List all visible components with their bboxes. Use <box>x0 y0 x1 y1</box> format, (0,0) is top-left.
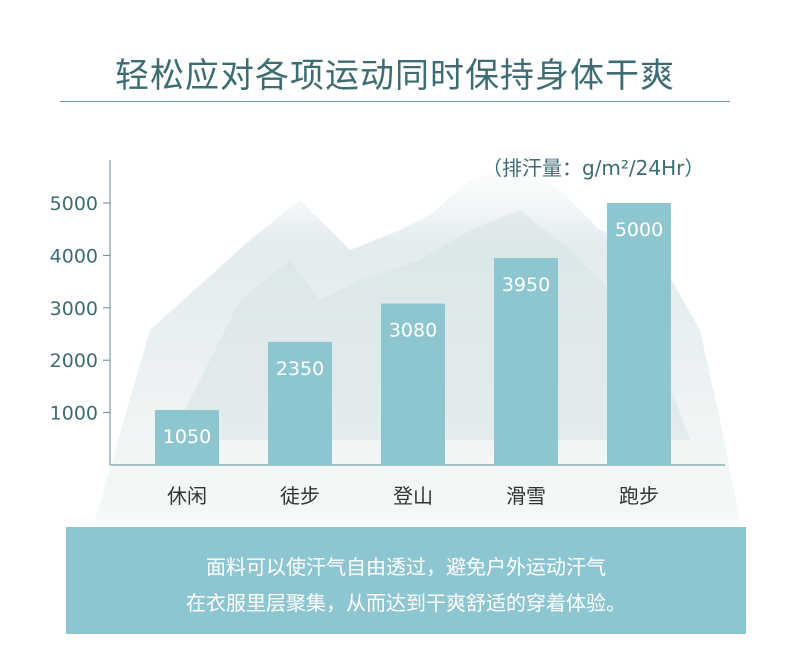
unit-label: （排汗量：g/m²/24Hr） <box>482 156 705 180</box>
x-category-label: 登山 <box>393 484 433 508</box>
footer-text-line-1: 面料可以使汗气自由透过，避免户外运动汗气 <box>206 555 606 579</box>
bar-休闲 <box>155 409 219 465</box>
bar-value-label: 2350 <box>276 358 324 380</box>
y-tick-label: 2000 <box>50 350 98 372</box>
bar-chart: 1000 2000 3000 4000 5000 1050 休闲 2350 徒步 3080 登山 39… <box>50 160 725 508</box>
y-tick-label: 4000 <box>50 245 98 267</box>
y-tick-label: 3000 <box>50 298 98 320</box>
footer-text-line-2: 在衣服里层聚集，从而达到干爽舒适的穿着体验。 <box>186 591 626 615</box>
y-tick-label: 5000 <box>50 193 98 215</box>
y-tick-label: 1000 <box>50 403 98 425</box>
bar-value-label: 3950 <box>502 274 550 296</box>
x-category-label: 休闲 <box>167 484 207 508</box>
bar-滑雪 <box>494 258 558 465</box>
x-category-label: 滑雪 <box>506 484 546 508</box>
footer-banner: 面料可以使汗气自由透过，避免户外运动汗气 在衣服里层聚集，从而达到干爽舒适的穿着… <box>66 527 746 634</box>
x-category-label: 徒步 <box>280 484 320 508</box>
bar-徒步 <box>268 341 332 465</box>
bar-登山 <box>381 303 445 465</box>
bar-value-label: 1050 <box>163 426 211 448</box>
title-divider <box>60 101 730 102</box>
bar-value-label: 3080 <box>389 320 437 342</box>
page-title: 轻松应对各项运动同时保持身体干爽 <box>115 56 675 96</box>
bar-跑步 <box>607 203 671 465</box>
bar-value-label: 5000 <box>615 219 663 241</box>
x-category-label: 跑步 <box>619 484 659 508</box>
